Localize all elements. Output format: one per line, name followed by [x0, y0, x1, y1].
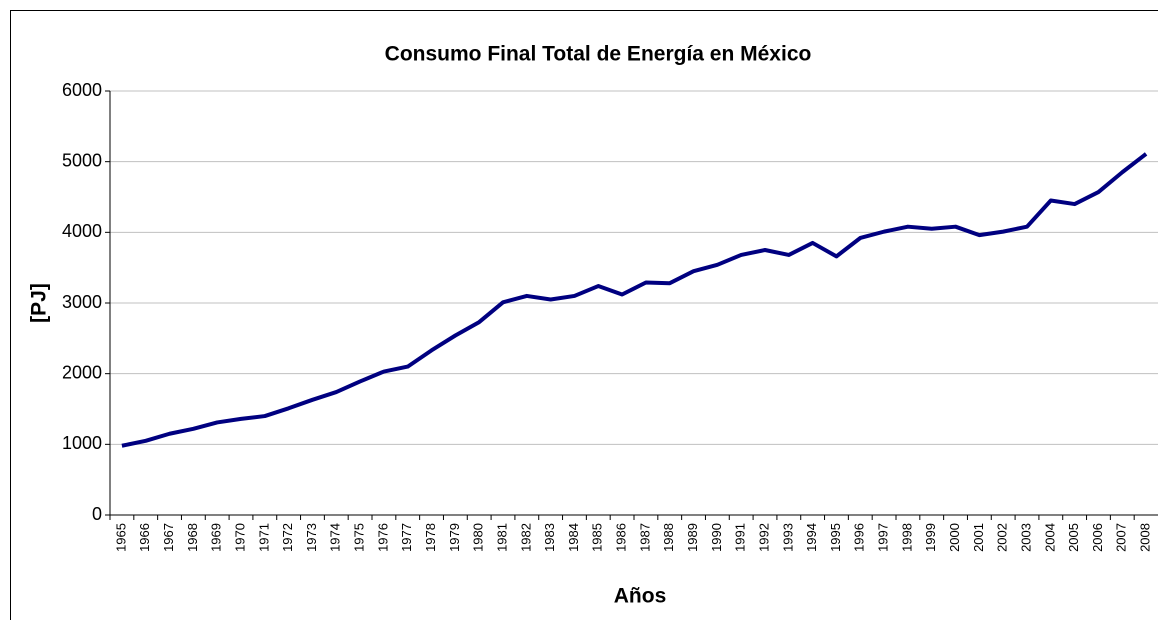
chart-title: Consumo Final Total de Energía en México	[385, 43, 812, 66]
y-tick-label: 3000	[62, 292, 102, 312]
x-tick-label: 1988	[661, 523, 676, 552]
y-tick-label: 5000	[62, 150, 102, 170]
data-line	[121, 152, 1148, 448]
x-tick-label: 1981	[494, 523, 509, 552]
x-tick-label: 2008	[1138, 523, 1153, 552]
x-tick-label: 1973	[304, 523, 319, 552]
x-tick-label: 1990	[709, 523, 724, 552]
x-tick-label: 1969	[209, 523, 224, 552]
x-tick-label: 2002	[995, 523, 1010, 552]
y-tick-label: 0	[92, 504, 102, 524]
x-tick-label: 1972	[280, 523, 295, 552]
x-tick-label: 1975	[352, 523, 367, 552]
chart-frame	[10, 10, 1158, 620]
x-tick-label: 2005	[1066, 523, 1081, 552]
x-tick-label: 1965	[113, 523, 128, 552]
x-tick-label: 1970	[232, 523, 247, 552]
x-tick-label: 1979	[447, 523, 462, 552]
x-tick-label: 1974	[328, 523, 343, 552]
y-axis-label: [PJ]	[28, 283, 51, 323]
y-tick-label: 1000	[62, 433, 102, 453]
x-tick-label: 1967	[161, 523, 176, 552]
x-tick-label: 1986	[614, 523, 629, 552]
x-tick-label: 1996	[852, 523, 867, 552]
x-tick-label: 2000	[947, 523, 962, 552]
x-tick-label: 1993	[780, 523, 795, 552]
x-tick-label: 2007	[1114, 523, 1129, 552]
x-tick-label: 1998	[899, 523, 914, 552]
x-tick-label: 1971	[256, 523, 271, 552]
x-tick-label: 1991	[733, 523, 748, 552]
x-tick-label: 1994	[804, 523, 819, 552]
x-tick-label: 1968	[185, 523, 200, 552]
x-tick-label: 1985	[590, 523, 605, 552]
x-tick-label: 2003	[1018, 523, 1033, 552]
y-tick-label: 6000	[62, 80, 102, 100]
y-tick-label: 2000	[62, 362, 102, 382]
x-tick-label: 1980	[471, 523, 486, 552]
x-tick-label: 1989	[685, 523, 700, 552]
x-tick-label: 2004	[1042, 523, 1057, 552]
x-tick-label: 1984	[566, 523, 581, 552]
x-tick-label: 1997	[876, 523, 891, 552]
x-tick-label: 1987	[637, 523, 652, 552]
x-axis-label: Años	[614, 585, 667, 608]
x-tick-label: 1977	[399, 523, 414, 552]
x-tick-label: 1982	[518, 523, 533, 552]
x-tick-label: 1978	[423, 523, 438, 552]
x-tick-label: 1999	[923, 523, 938, 552]
x-tick-label: 1976	[375, 523, 390, 552]
x-tick-label: 2001	[971, 523, 986, 552]
x-tick-label: 1983	[542, 523, 557, 552]
x-tick-label: 2006	[1090, 523, 1105, 552]
x-tick-label: 1992	[756, 523, 771, 552]
x-tick-label: 1966	[137, 523, 152, 552]
x-tick-label: 1995	[828, 523, 843, 552]
y-tick-label: 4000	[62, 221, 102, 241]
